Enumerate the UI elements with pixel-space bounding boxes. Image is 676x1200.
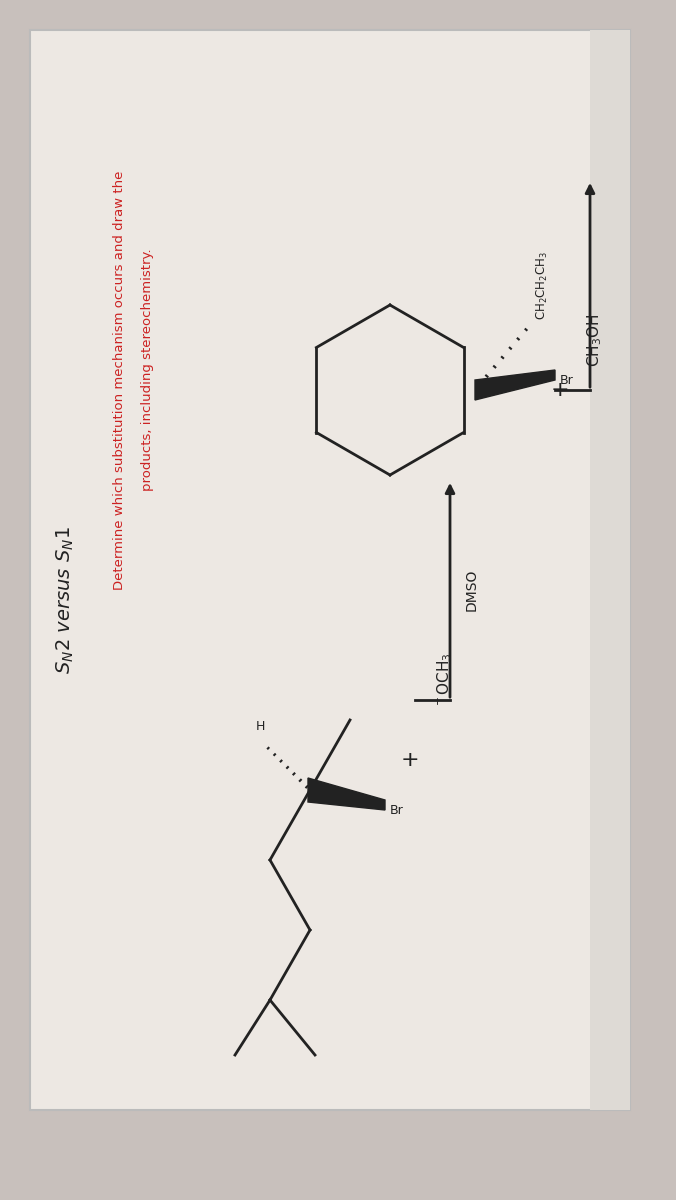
Polygon shape bbox=[475, 370, 555, 400]
Text: +: + bbox=[551, 380, 569, 400]
Text: CH$_3$OH: CH$_3$OH bbox=[585, 313, 604, 367]
Text: Determine which substitution mechanism occurs and draw the: Determine which substitution mechanism o… bbox=[114, 170, 126, 589]
Text: Br: Br bbox=[390, 804, 404, 816]
Text: CH$_2$CH$_2$CH$_3$: CH$_2$CH$_2$CH$_3$ bbox=[535, 251, 550, 320]
Text: +: + bbox=[401, 750, 419, 770]
Text: $^-$OCH$_3$: $^-$OCH$_3$ bbox=[435, 652, 454, 708]
Text: Br: Br bbox=[560, 373, 574, 386]
Bar bbox=[30, 30, 630, 1110]
Polygon shape bbox=[308, 778, 385, 810]
Text: $S_N2$ versus $S_N1$: $S_N2$ versus $S_N1$ bbox=[54, 526, 76, 674]
Bar bbox=[590, 30, 630, 1110]
Text: DMSO: DMSO bbox=[465, 569, 479, 611]
Text: H: H bbox=[256, 720, 265, 733]
Text: products, including stereochemistry.: products, including stereochemistry. bbox=[141, 248, 155, 491]
